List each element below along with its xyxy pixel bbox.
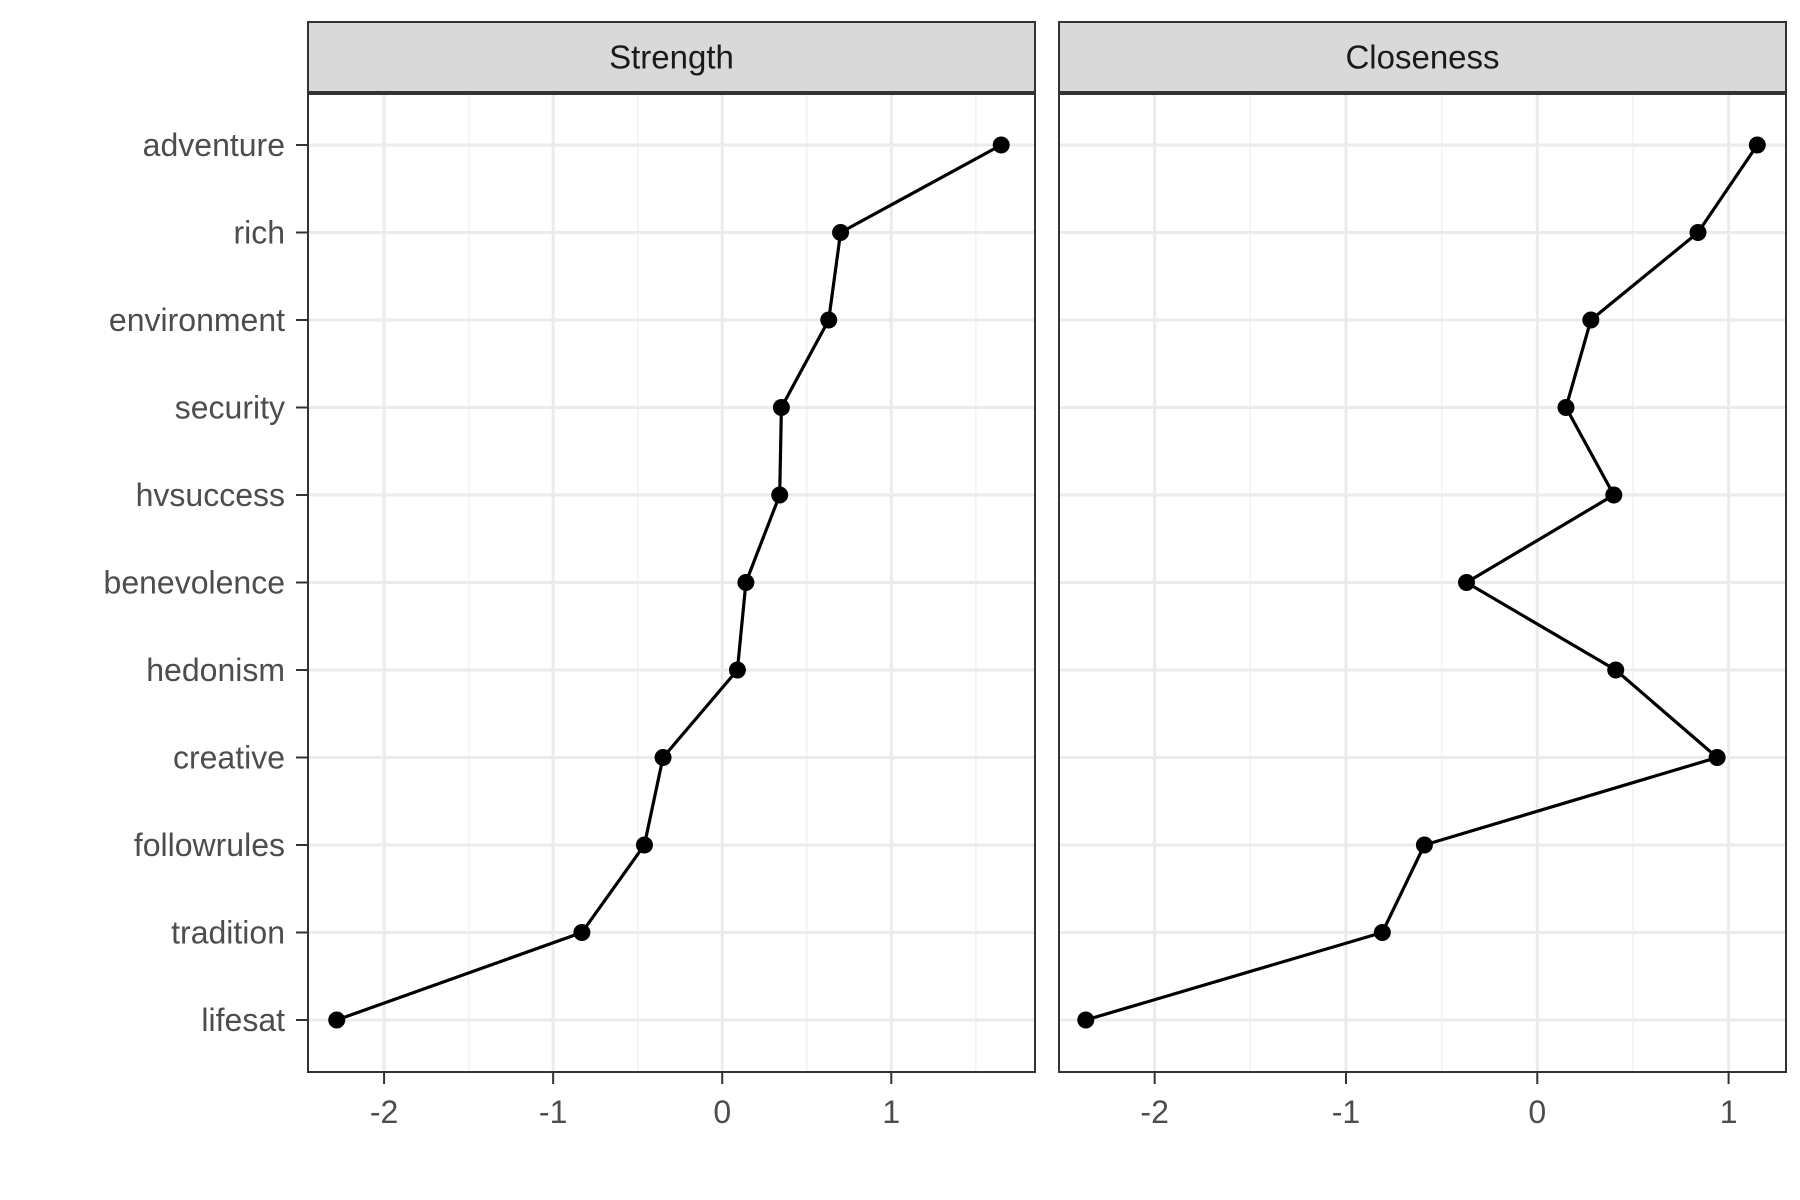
y-tick-label: creative: [173, 740, 285, 776]
data-point-security: [1557, 399, 1575, 416]
x-tick-label: 1: [882, 1094, 900, 1130]
data-point-hedonism: [728, 661, 746, 679]
y-tick-label: rich: [233, 215, 285, 251]
facet-strip-label: Closeness: [1345, 39, 1499, 76]
y-tick-label: tradition: [171, 915, 285, 951]
x-tick-label: -2: [370, 1094, 398, 1130]
data-point-tradition: [573, 924, 591, 941]
x-tick-label: -1: [1332, 1094, 1360, 1130]
x-tick-label: -2: [1140, 1094, 1168, 1130]
data-point-benevolence: [1458, 574, 1476, 591]
data-point-rich: [832, 224, 850, 241]
data-point-adventure: [1748, 136, 1766, 154]
y-tick-label: environment: [109, 302, 285, 338]
data-point-benevolence: [737, 574, 755, 591]
panel-border: [307, 93, 1036, 1073]
data-point-tradition: [1373, 924, 1391, 941]
data-point-environment: [1582, 311, 1600, 329]
data-point-hvsuccess: [771, 486, 789, 504]
x-tick-label: 1: [1720, 1094, 1738, 1130]
x-tick-label: 0: [1528, 1094, 1546, 1130]
y-tick-label: security: [175, 390, 285, 426]
y-tick-label: followrules: [134, 827, 285, 863]
y-tick-label: hvsuccess: [136, 477, 285, 513]
data-point-hvsuccess: [1605, 486, 1623, 504]
data-point-creative: [654, 749, 672, 766]
panel-border: [1058, 93, 1787, 1073]
data-point-hedonism: [1607, 661, 1625, 679]
data-point-lifesat: [328, 1011, 346, 1029]
facet-strip: [307, 21, 1036, 93]
data-point-lifesat: [1077, 1011, 1095, 1029]
y-tick-label: adventure: [143, 127, 285, 163]
data-point-creative: [1708, 749, 1726, 766]
facet-strip-label: Strength: [609, 39, 734, 76]
data-point-followrules: [635, 836, 653, 854]
y-tick-label: lifesat: [201, 1002, 285, 1038]
panel-strength: Strength -2 -1 0 1: [307, 21, 1036, 1130]
data-point-security: [772, 399, 790, 416]
data-point-environment: [820, 311, 838, 329]
data-point-followrules: [1415, 836, 1433, 854]
data-point-rich: [1689, 224, 1707, 241]
y-axis: adventure rich environment security hvsucces…: [104, 127, 308, 1038]
x-tick-label: -1: [539, 1094, 567, 1130]
y-tick-label: hedonism: [146, 652, 285, 688]
facet-strip: [1058, 21, 1787, 93]
x-tick-label: 0: [713, 1094, 731, 1130]
data-point-adventure: [992, 136, 1010, 154]
y-tick-label: benevolence: [104, 565, 285, 601]
panel-closeness: Closeness -2 -1 0 1: [1058, 21, 1787, 1130]
